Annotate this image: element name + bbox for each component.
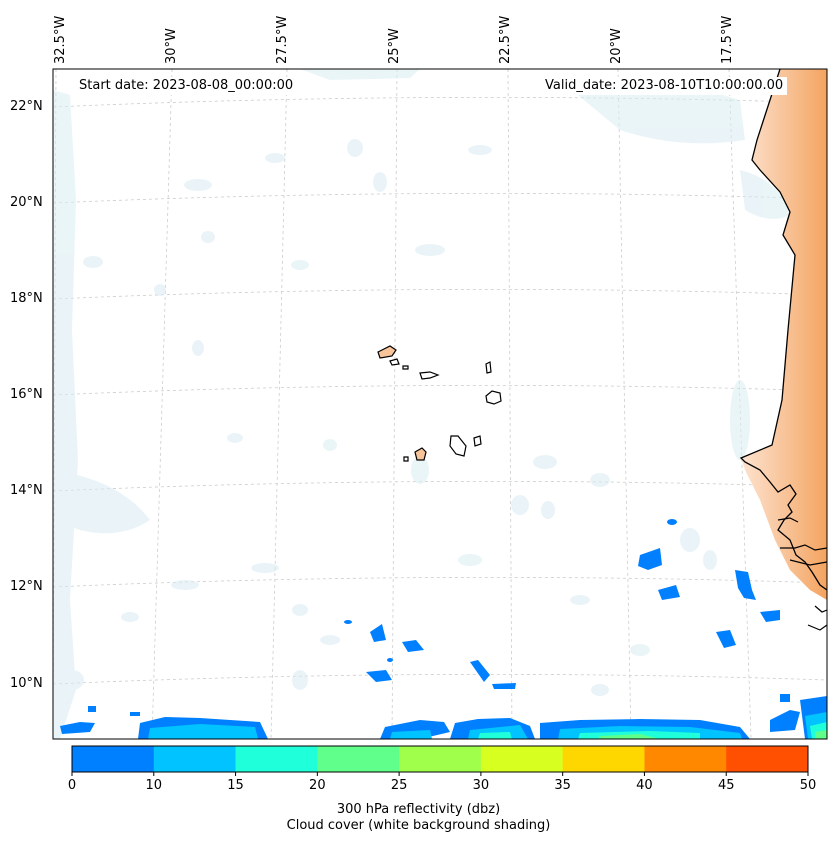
colorbar-tick-label: 20: [309, 778, 326, 793]
lon-label-30w: 30°W: [164, 28, 179, 64]
lon-label-25w: 25°W: [387, 28, 402, 64]
lat-label-16n: 16°N: [10, 387, 43, 402]
map-frame: [52, 68, 828, 740]
coastline-gambia: [777, 517, 827, 631]
lat-label-12n: 12°N: [10, 579, 43, 594]
lon-label-32-5w: 32.5°W: [53, 15, 68, 64]
lon-label-22-5w: 22.5°W: [498, 15, 513, 64]
colorbar-segment-0: [72, 746, 155, 772]
colorbar-tick-label: 25: [390, 778, 408, 793]
lon-label-20w: 20°W: [609, 28, 624, 64]
colorbar-segment-1: [153, 746, 237, 772]
lon-label-27-5w: 27.5°W: [275, 15, 290, 64]
lat-label-22n: 22°N: [10, 99, 43, 114]
coastline: [739, 69, 827, 591]
colorbar-segment-6: [562, 746, 645, 772]
lon-label-17-5w: 17.5°W: [720, 15, 735, 64]
colorbar-tick-label: 15: [227, 778, 244, 793]
colorbar-segment-5: [480, 746, 564, 772]
colorbar-border: [71, 745, 809, 773]
colorbar-segment-2: [235, 746, 318, 772]
lat-label-20n: 20°N: [10, 195, 43, 210]
cape-verde-islands: [377, 345, 502, 462]
colorbar-ticks: [71, 772, 809, 776]
lat-label-18n: 18°N: [10, 291, 43, 306]
lat-label-14n: 14°N: [10, 483, 43, 498]
start-date-label: Start date: 2023-08-08_00:00:00: [75, 77, 298, 95]
colorbar-tick-label: 0: [67, 778, 77, 793]
colorbar-tick-label: 45: [717, 778, 735, 793]
colorbar-tick-label: 30: [472, 778, 490, 793]
colorbar-segment-4: [399, 746, 482, 772]
colorbar-label: 300 hPa reflectivity (dbz): [336, 802, 501, 817]
colorbar-segment-8: [726, 746, 809, 772]
map-area: [53, 69, 827, 739]
reflectivity-15-25: [478, 722, 827, 739]
lat-label-10n: 10°N: [10, 676, 43, 691]
colorbar-segment-3: [317, 746, 400, 772]
colorbar-tick-label: 10: [145, 778, 163, 793]
colorbar: [71, 745, 809, 773]
colorbar-tick-label: 50: [799, 778, 817, 793]
colorbar-sublabel: Cloud cover (white background shading): [286, 818, 551, 833]
colorbar-tick-label: 40: [636, 778, 653, 793]
land-shading: [741, 69, 827, 600]
colorbar-tick-label: 35: [554, 778, 571, 793]
valid-date-label: Valid_date: 2023-08-10T10:00:00.00: [541, 77, 788, 95]
colorbar-segment-7: [644, 746, 727, 772]
